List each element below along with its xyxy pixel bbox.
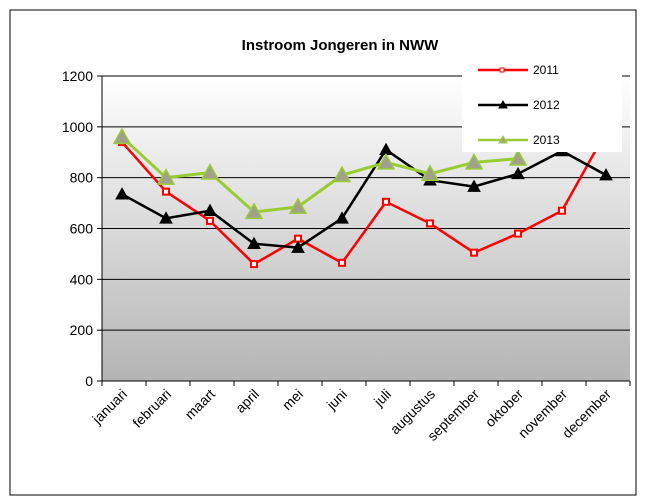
line: [120, 135, 519, 214]
marker: [467, 179, 481, 192]
marker: [247, 236, 261, 250]
marker: [382, 197, 390, 206]
y-tick-label: 1000: [62, 119, 93, 135]
marker: [203, 203, 217, 217]
marker: [156, 168, 176, 185]
legend-marker: [499, 67, 505, 73]
y-tick-label: 400: [70, 271, 94, 287]
y-tick-label: 0: [85, 373, 93, 389]
marker: [514, 229, 522, 238]
marker: [206, 216, 214, 225]
marker: [558, 206, 566, 215]
marker: [508, 149, 528, 166]
marker: [332, 165, 352, 183]
marker: [470, 248, 478, 257]
chart-title: Instroom Jongeren in NWW: [242, 37, 440, 54]
marker: [335, 211, 349, 224]
legend-marker: [498, 99, 508, 109]
series-line: [112, 127, 528, 220]
marker: [420, 164, 440, 182]
marker: [599, 168, 613, 181]
legend-label: 2012: [533, 98, 560, 112]
marker: [426, 219, 434, 228]
line: [121, 131, 608, 266]
legend-marker: [498, 134, 508, 144]
y-tick-label: 1200: [62, 68, 93, 84]
marker: [244, 202, 264, 220]
series: [112, 127, 613, 269]
marker: [376, 152, 396, 170]
marker: [464, 152, 484, 170]
marker: [162, 187, 170, 196]
marker: [250, 260, 258, 269]
legend-marker: [498, 99, 508, 109]
marker: [200, 163, 220, 180]
y-tick-label: 800: [70, 170, 94, 186]
y-tick-label: 200: [70, 322, 94, 338]
y-tick-label: 600: [70, 221, 94, 237]
line: [121, 147, 607, 249]
marker: [112, 127, 132, 145]
marker: [115, 187, 129, 200]
marker: [288, 197, 308, 215]
legend-marker: [499, 67, 505, 73]
marker: [159, 211, 173, 224]
marker: [291, 240, 305, 253]
legend: 2011 2012 2013: [462, 56, 622, 152]
legend-label: 2013: [533, 133, 560, 147]
legend-marker: [498, 134, 508, 144]
legend-label: 2011: [533, 63, 559, 77]
marker: [338, 258, 346, 267]
marker: [511, 166, 525, 180]
